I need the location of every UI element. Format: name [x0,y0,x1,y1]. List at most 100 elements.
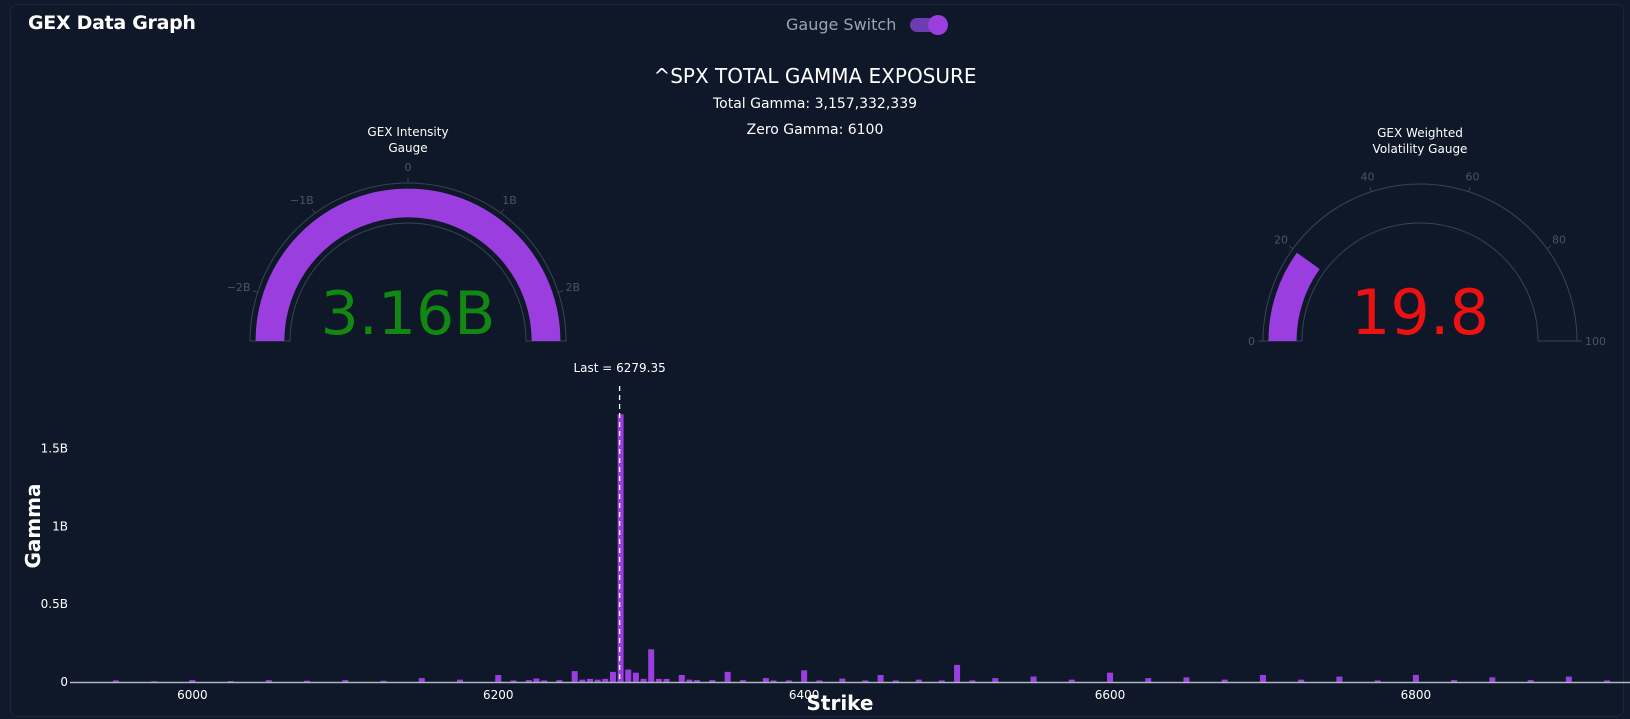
intensity-gauge-tick-label: −2B [227,281,251,294]
y-tick-label: 0.5B [41,597,68,611]
volatility-gauge-title-line1: GEX Weighted [1377,126,1463,140]
gamma-bar [877,674,884,682]
gamma-bar [617,414,624,682]
intensity-gauge-tick-mark [558,290,564,293]
volatility-gauge-inner-outline [1301,222,1539,342]
intensity-gauge-title-line1: GEX Intensity [367,125,448,139]
gamma-bar [541,680,548,682]
gamma-bar [640,678,647,682]
volatility-gauge-tick-label: 80 [1552,233,1566,246]
y-tick-label: 0 [60,675,68,689]
total-gamma-text: Total Gamma: 3,157,332,339 [712,96,918,112]
gamma-bar [938,680,945,682]
intensity-gauge-tick-label: 1B [502,194,517,207]
volatility-gauge-tick-label: 20 [1274,233,1288,246]
gamma-bar [1489,677,1496,682]
gamma-bar [189,680,196,682]
gauge-switch-label: Gauge Switch [786,14,897,34]
gamma-bar [602,678,609,682]
gamma-bar [686,679,693,682]
gamma-bar [495,674,502,682]
gamma-bar [342,680,349,682]
volatility-gauge-tick-label: 100 [1585,335,1606,348]
gamma-bar [579,679,586,682]
volatility-gauge-tick-label: 0 [1248,335,1255,348]
zero-gamma-text: Zero Gamma: 6100 [746,122,884,138]
gamma-bar [724,671,731,682]
gamma-bar [380,680,387,682]
x-axis-title: Strike [806,691,873,715]
gamma-bar [1259,674,1266,682]
gamma-bar [992,678,999,682]
gauge-switch[interactable]: Gauge Switch [786,14,949,35]
intensity-gauge-tick-mark [311,208,316,214]
gamma-bar [587,678,593,682]
gamma-bar [1412,674,1419,682]
gamma-bar [609,671,616,682]
x-tick-label: 6800 [1401,688,1432,702]
y-axis-title: Gamma [21,483,45,568]
gamma-bar [678,674,685,682]
gamma-bar [739,680,746,682]
gamma-bar [265,680,272,682]
gamma-bar [594,679,601,682]
volatility-gauge-tick-label: 40 [1361,170,1375,183]
volatility-gauge-tick-mark [1468,186,1471,192]
gex-panel [10,4,1624,717]
gamma-bar [1107,672,1113,682]
gamma-bar [151,681,158,683]
gamma-bar [1604,680,1611,682]
gamma-bar [770,680,777,682]
gamma-bar [1030,676,1037,682]
gamma-bar [862,680,869,682]
intensity-gauge-tick-label: 0 [405,161,412,174]
gamma-bar [1145,678,1152,682]
gauge-switch-toggle[interactable] [910,14,949,35]
gamma-bar [839,678,846,682]
toggle-knob[interactable] [928,15,949,35]
volatility-gauge-tick-mark [1546,245,1552,250]
gamma-bar [694,680,701,682]
gamma-bar [1068,679,1075,682]
intensity-gauge-tick-mark [500,208,505,214]
volatility-gauge-tick-mark [1288,245,1294,250]
gamma-bar [915,679,922,682]
intensity-gauge-value: 3.16B [321,279,496,349]
volatility-gauge-value: 19.8 [1351,276,1489,349]
volatility-gauge-outer-outline [1262,183,1578,342]
gamma-bar [762,678,769,682]
gamma-bar [1298,679,1305,682]
panel-title: GEX Data Graph [28,12,196,34]
gamma-bar [655,678,662,682]
last-price-label: Last = 6279.35 [573,361,665,375]
x-tick-label: 6600 [1095,688,1126,702]
intensity-gauge-tick-label: −1B [290,194,314,207]
y-tick-label: 1B [52,519,68,533]
intensity-gauge-inner-outline [289,222,527,342]
gamma-bar [892,680,899,682]
gamma-bar [1336,676,1343,682]
intensity-gauge-tick-mark [252,290,258,293]
gamma-bar [801,670,808,682]
gamma-bar [709,680,716,682]
x-tick-label: 6400 [789,688,820,702]
gamma-bar [625,669,632,682]
intensity-gauge-title-line2: Gauge [388,141,427,155]
gamma-bar [556,680,563,682]
gamma-bar [1221,679,1228,682]
gamma-bar [571,671,578,682]
gamma-bar [1565,676,1572,682]
y-tick-label: 1.5B [41,441,68,455]
gamma-bar [969,680,976,682]
gamma-bar [785,680,792,682]
volatility-gauge-title-line2: Volatility Gauge [1373,142,1468,156]
gamma-bar [510,680,517,682]
volatility-gauge-tick-label: 60 [1465,170,1479,183]
gamma-bar [525,680,532,682]
gamma-bar [1374,680,1381,682]
chart-title: ^SPX TOTAL GAMMA EXPOSURE [653,64,977,88]
intensity-gauge-tick-label: 2B [565,281,580,294]
gamma-bar [457,679,463,682]
